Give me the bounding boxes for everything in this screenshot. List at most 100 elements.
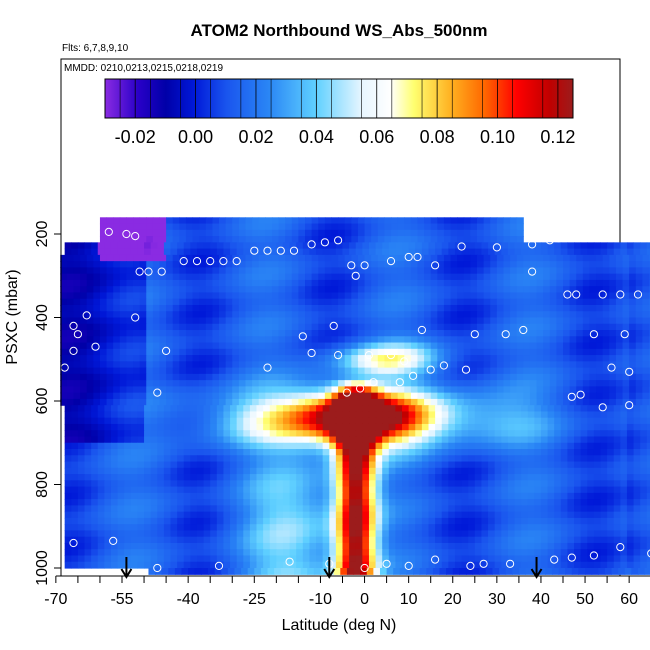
heatmap-cell [278, 229, 286, 237]
heatmap-cell [457, 304, 465, 312]
heatmap-cell [477, 292, 485, 300]
heatmap-cell [289, 467, 297, 475]
heatmap-cell [278, 236, 286, 243]
heatmap-cell [457, 361, 465, 369]
heatmap-cell [104, 430, 112, 438]
heatmap-cell [435, 248, 443, 256]
heatmap-cell [172, 254, 180, 262]
heatmap-cell [110, 449, 119, 456]
heatmap-cell [318, 267, 326, 275]
heatmap-cell [404, 317, 412, 325]
heatmap-cell [117, 530, 125, 538]
heatmap-cell [199, 236, 207, 243]
heatmap-cell [596, 273, 604, 281]
heatmap-cell [133, 348, 141, 356]
heatmap-cell [71, 486, 79, 494]
heatmap-cell [635, 304, 643, 312]
heatmap-cell [179, 223, 187, 231]
heatmap-cell [382, 511, 390, 519]
heatmap-cell [534, 492, 542, 500]
heatmap-cell [199, 348, 207, 356]
heatmap-cell [576, 279, 584, 287]
heatmap-cell [252, 361, 260, 369]
heatmap-cell [199, 311, 207, 319]
heatmap-cell [192, 279, 200, 287]
heatmap-cell [296, 536, 304, 544]
heatmap-cell [249, 455, 258, 463]
heatmap-cell [410, 298, 418, 306]
heatmap-cell [150, 511, 158, 519]
heatmap-cell [91, 436, 99, 444]
heatmap-cell [318, 217, 326, 225]
heatmap-cell [311, 373, 319, 381]
heatmap-cell [580, 467, 588, 475]
heatmap-cell [540, 499, 549, 506]
heatmap-cell [258, 342, 266, 350]
heatmap-cell [338, 273, 346, 281]
heatmap-cell [117, 430, 125, 438]
heatmap-cell [371, 261, 379, 268]
heatmap-cell [629, 279, 637, 287]
heatmap-cell [503, 298, 511, 306]
heatmap-cell [296, 511, 304, 519]
heatmap-cell [600, 449, 608, 456]
heatmap-cell [357, 398, 366, 406]
heatmap-cell [331, 311, 339, 319]
heatmap-cell [454, 461, 463, 469]
heatmap-cell [249, 461, 258, 469]
heatmap-cell [119, 348, 127, 356]
heatmap-cell [219, 361, 227, 369]
heatmap-cell [357, 392, 366, 400]
heatmap-cell [256, 405, 264, 413]
heatmap-cell [265, 317, 273, 325]
heatmap-cell [582, 254, 590, 262]
heatmap-cell [196, 430, 205, 438]
heatmap-cell [600, 517, 608, 525]
heatmap-cell [391, 342, 399, 350]
heatmap-cell [521, 442, 529, 450]
heatmap-cell [329, 423, 337, 431]
heatmap-cell [113, 373, 121, 381]
heatmap-cell [574, 417, 582, 425]
heatmap-cell [146, 348, 154, 356]
heatmap-cell [375, 411, 383, 419]
heatmap-cell [443, 273, 452, 281]
heatmap-cell [488, 505, 496, 513]
heatmap-cell [589, 317, 597, 325]
heatmap-cell [424, 279, 432, 287]
heatmap-cell [501, 486, 509, 494]
heatmap-cell [80, 273, 88, 281]
heatmap-cell [395, 480, 403, 488]
heatmap-cell [238, 392, 246, 400]
heatmap-cell [377, 229, 385, 237]
heatmap-cell [322, 480, 330, 488]
heatmap-cell [523, 311, 531, 319]
heatmap-cell [437, 279, 445, 287]
heatmap-cell [271, 286, 280, 294]
heatmap-cell [384, 298, 392, 306]
heatmap-cell [415, 536, 423, 544]
heatmap-cell [77, 411, 86, 419]
heatmap-cell [86, 361, 94, 369]
heatmap-cell [172, 342, 180, 350]
heatmap-cell [395, 430, 403, 438]
heatmap-cell [80, 336, 88, 344]
heatmap-cell [311, 355, 319, 362]
heatmap-cell [113, 267, 121, 275]
heatmap-cell [424, 223, 432, 231]
heatmap-cell [421, 511, 429, 519]
heatmap-cell [457, 330, 465, 337]
heatmap-cell [302, 505, 310, 513]
heatmap-cell [225, 223, 233, 231]
heatmap-cell [179, 304, 187, 312]
heatmap-cell [576, 392, 584, 400]
heatmap-cell [626, 511, 635, 519]
heatmap-cell [216, 499, 224, 506]
heatmap-cell [424, 311, 432, 319]
heatmap-cell [391, 355, 399, 362]
heatmap-cell [481, 499, 489, 506]
heatmap-cell [613, 461, 621, 469]
heatmap-cell [501, 511, 509, 519]
heatmap-cell [368, 480, 377, 488]
heatmap-cell [364, 292, 372, 300]
